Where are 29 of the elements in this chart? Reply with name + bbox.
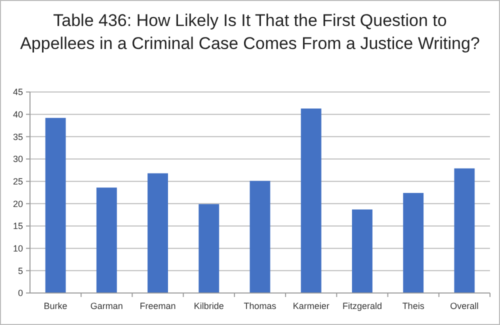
bar <box>45 118 66 293</box>
x-tick-label: Garman <box>90 301 123 311</box>
y-tick-label: 40 <box>12 109 23 120</box>
y-tick-label: 20 <box>12 198 23 209</box>
bar <box>454 168 475 293</box>
x-tick-label: Theis <box>402 301 425 311</box>
x-tick-label: Freeman <box>140 301 176 311</box>
x-tick-label: Kilbride <box>194 301 224 311</box>
x-tick-label: Fitzgerald <box>342 301 382 311</box>
bar <box>250 180 270 293</box>
x-tick-label: Burke <box>44 301 68 311</box>
bar <box>96 188 117 293</box>
y-tick-label: 25 <box>12 176 23 186</box>
x-tick-label: Overall <box>450 301 479 311</box>
x-tick-label: Thomas <box>244 301 277 311</box>
bar <box>300 108 322 293</box>
y-tick-label: 0 <box>18 288 23 298</box>
y-tick-label: 45 <box>12 87 23 98</box>
x-tick-label: Karmeier <box>292 301 330 311</box>
chart-title: Table 436: How Likely Is It That the First Question to Appellees in a Criminal Case Comes From a Justice Writing? <box>20 11 480 53</box>
y-tick-label: 35 <box>12 132 23 142</box>
bar <box>352 209 372 293</box>
y-tick-label: 10 <box>12 243 23 254</box>
y-tick-label: 15 <box>12 221 23 232</box>
bar <box>403 192 424 293</box>
y-tick-label: 30 <box>12 154 23 164</box>
y-tick-label: 5 <box>18 266 23 276</box>
bar <box>148 173 168 293</box>
bar <box>198 204 220 293</box>
